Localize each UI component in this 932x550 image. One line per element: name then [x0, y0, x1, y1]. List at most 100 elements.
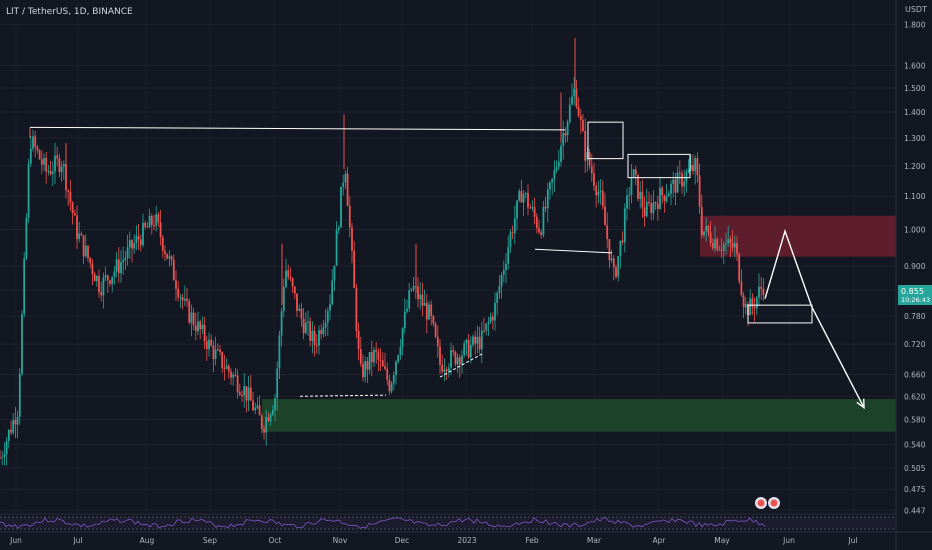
candle-body [285, 270, 287, 287]
candle-body [430, 304, 433, 316]
candle-body [313, 330, 316, 346]
candle-body [522, 194, 525, 203]
candle-body [456, 357, 459, 365]
candle-body [531, 207, 534, 209]
supply-zone [700, 215, 896, 257]
candle-body [643, 207, 646, 217]
candle-body [62, 164, 65, 167]
candle-body [76, 215, 78, 240]
candle-body [71, 202, 74, 214]
candle-body [315, 345, 318, 347]
x-tick-label: May [714, 536, 730, 545]
candle-body [670, 183, 672, 194]
symbol-title: LIT / TetherUS, 1D, BINANCE [6, 7, 133, 17]
candle-body [164, 250, 166, 254]
candle-body [221, 352, 224, 369]
candle-body [120, 262, 122, 274]
x-tick-label: Sep [203, 536, 217, 545]
candle-body [630, 177, 633, 196]
candle-body [538, 228, 540, 233]
candle-body [212, 345, 215, 360]
candle-body [656, 203, 659, 209]
candle-body [102, 277, 105, 296]
candle-body [243, 386, 246, 396]
candle-body [579, 115, 582, 120]
candle-body [344, 173, 347, 183]
candle-body [227, 365, 230, 372]
price-axis[interactable]: 1.800 1.600 1.500 1.400 1.300 1.200 1.100 1.000… [904, 20, 926, 515]
candle-body [335, 230, 338, 266]
candle-body [439, 346, 441, 365]
candle-body [205, 341, 208, 350]
trend-drawings [29, 121, 865, 410]
candle-body [626, 195, 628, 209]
candle-body [720, 249, 723, 251]
candle-body [67, 190, 70, 193]
candle-body [238, 392, 241, 395]
candle-body [298, 308, 301, 311]
candle-body [128, 240, 131, 248]
candle-body [199, 321, 202, 330]
candle-body [551, 178, 554, 183]
rectangle-drawing [747, 304, 813, 324]
candle-body [610, 258, 613, 261]
candle-body [377, 352, 380, 360]
candle-body [373, 349, 375, 363]
candle-body [509, 232, 512, 248]
candle-body [485, 323, 488, 331]
candle-body [571, 96, 573, 105]
candle-body [434, 323, 437, 337]
candle-body [166, 253, 169, 259]
x-tick-label: Aug [140, 536, 155, 545]
candle-body [445, 369, 448, 372]
candle-body [0, 457, 1, 459]
time-axis[interactable]: Jun Jul Aug Sep Oct Nov Dec 2023 Feb Mar Apr May Jun… [9, 536, 857, 545]
candle-body [157, 214, 160, 223]
candle-body [593, 173, 595, 186]
y-tick-label: 0.900 [904, 262, 926, 271]
y-tick-label: 1.300 [904, 134, 926, 143]
candle-body [575, 88, 578, 107]
candle-body [122, 260, 125, 263]
candle-body [73, 213, 76, 216]
candle-body [384, 366, 386, 369]
candle-body [595, 185, 598, 196]
candle-body [725, 243, 727, 245]
candle-body [142, 222, 144, 246]
candle-body [296, 293, 298, 311]
candle-body [648, 201, 650, 204]
candle-body [192, 312, 195, 326]
candle-body [665, 196, 668, 202]
candle-body [348, 205, 351, 228]
candle-body [667, 193, 670, 197]
candle-body [38, 150, 41, 160]
candle-body [487, 321, 490, 324]
candle-body [89, 257, 92, 264]
candle-body [168, 256, 171, 259]
candle-body [194, 325, 197, 332]
candle-body [390, 383, 393, 392]
candle-body [137, 236, 140, 240]
candle-body [320, 330, 323, 334]
candle-body [353, 250, 356, 289]
indicator-icons[interactable] [755, 497, 780, 509]
candle-body [478, 336, 481, 350]
candle-body [544, 206, 547, 209]
candle-body [146, 226, 149, 228]
y-unit-label: USDT [905, 5, 927, 14]
candle-body [43, 158, 45, 165]
candle-body [181, 297, 184, 301]
x-tick-label: Jul [847, 536, 857, 545]
candle-body [47, 170, 50, 172]
demand-zone [262, 399, 896, 432]
candle-body [687, 169, 690, 173]
candle-body [155, 214, 158, 226]
candle-body [672, 179, 675, 184]
candle-body [45, 158, 48, 172]
trend-line [534, 248, 613, 254]
candle-body [674, 179, 677, 193]
candle-body [480, 330, 483, 350]
candle-body [135, 236, 138, 244]
candle-body [502, 270, 505, 275]
